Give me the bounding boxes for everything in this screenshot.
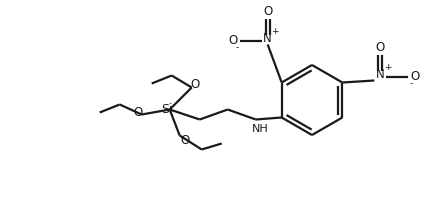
Text: NH: NH xyxy=(252,123,269,134)
Text: -: - xyxy=(410,79,413,88)
Text: O: O xyxy=(263,5,272,18)
Text: O: O xyxy=(376,41,385,54)
Text: O: O xyxy=(411,70,420,83)
Text: N: N xyxy=(376,68,384,81)
Text: N: N xyxy=(264,32,272,45)
Text: O: O xyxy=(190,78,199,91)
Text: +: + xyxy=(384,63,392,72)
Text: O: O xyxy=(180,134,189,147)
Text: +: + xyxy=(271,27,279,36)
Text: O: O xyxy=(133,106,142,119)
Text: Si: Si xyxy=(161,103,172,116)
Text: O: O xyxy=(228,34,237,47)
Text: -: - xyxy=(235,43,238,52)
